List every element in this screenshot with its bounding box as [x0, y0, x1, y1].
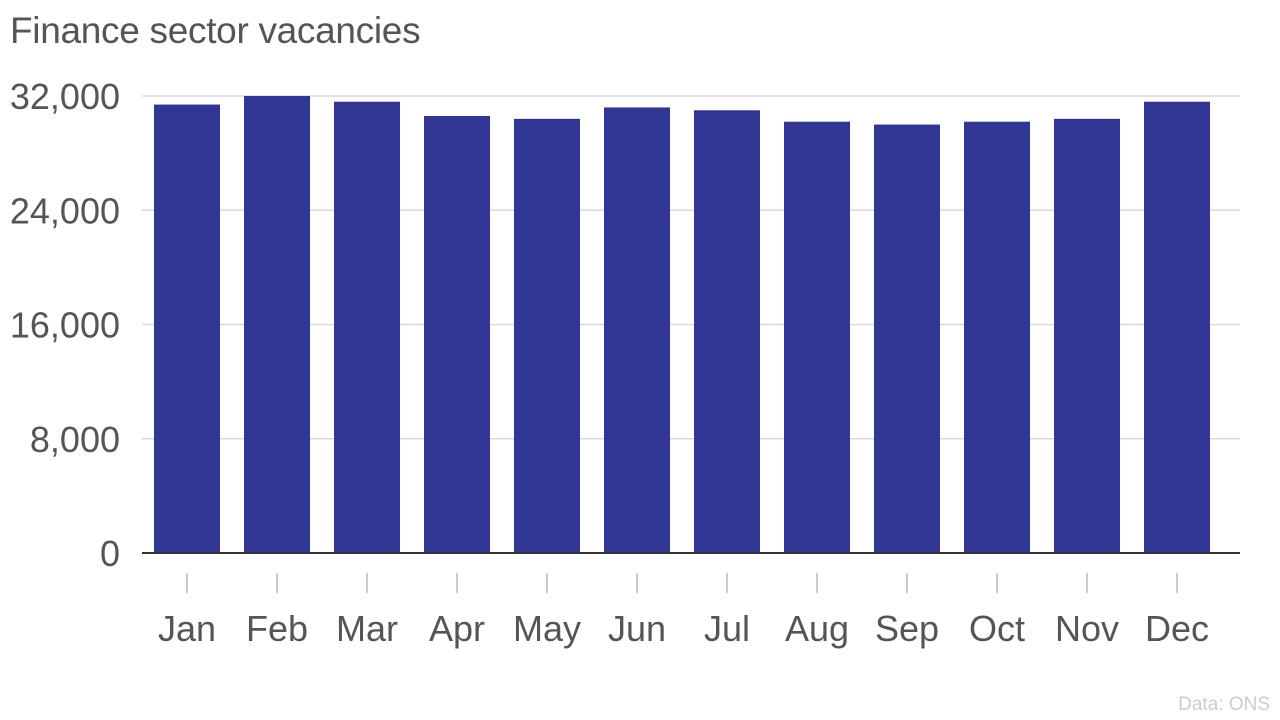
x-axis-ticks: Jan Feb Mar Apr May Jun Jul Aug Sep Oct Nov Dec: [158, 573, 1209, 649]
bar-mar: [334, 101, 400, 554]
bar-aug: [784, 121, 850, 554]
y-tick-label: 16,000: [10, 305, 120, 346]
bars: [154, 96, 1210, 554]
x-tick-label: Oct: [969, 608, 1025, 649]
x-tick-label: May: [513, 608, 581, 649]
y-tick-label: 32,000: [10, 76, 120, 117]
bar-dec: [1144, 101, 1210, 554]
x-tick-label: Sep: [875, 608, 939, 649]
bar-jul: [694, 110, 760, 553]
x-tick-label: Jun: [608, 608, 666, 649]
x-tick-label: Dec: [1145, 608, 1209, 649]
bar-nov: [1054, 118, 1120, 553]
y-tick-label: 8,000: [30, 419, 120, 460]
x-tick-label: Aug: [785, 608, 849, 649]
y-tick-label: 24,000: [10, 190, 120, 231]
x-tick-label: Jul: [704, 608, 750, 649]
x-tick-label: Jan: [158, 608, 216, 649]
bar-jan: [154, 104, 220, 553]
bar-may: [514, 118, 580, 553]
bar-sep: [874, 124, 940, 553]
chart-title: Finance sector vacancies: [10, 10, 421, 51]
x-tick-label: Mar: [336, 608, 398, 649]
x-tick-label: Apr: [429, 608, 485, 649]
x-tick-label: Feb: [246, 608, 308, 649]
bar-oct: [964, 121, 1030, 554]
bar-jun: [604, 107, 670, 554]
bar-apr: [424, 115, 490, 554]
x-tick-label: Nov: [1055, 608, 1119, 649]
y-axis-tick-labels: 0 8,000 16,000 24,000 32,000: [10, 76, 120, 574]
source-note: Data: ONS: [1178, 694, 1270, 715]
bar-feb: [244, 96, 310, 553]
y-tick-label: 0: [100, 533, 120, 574]
